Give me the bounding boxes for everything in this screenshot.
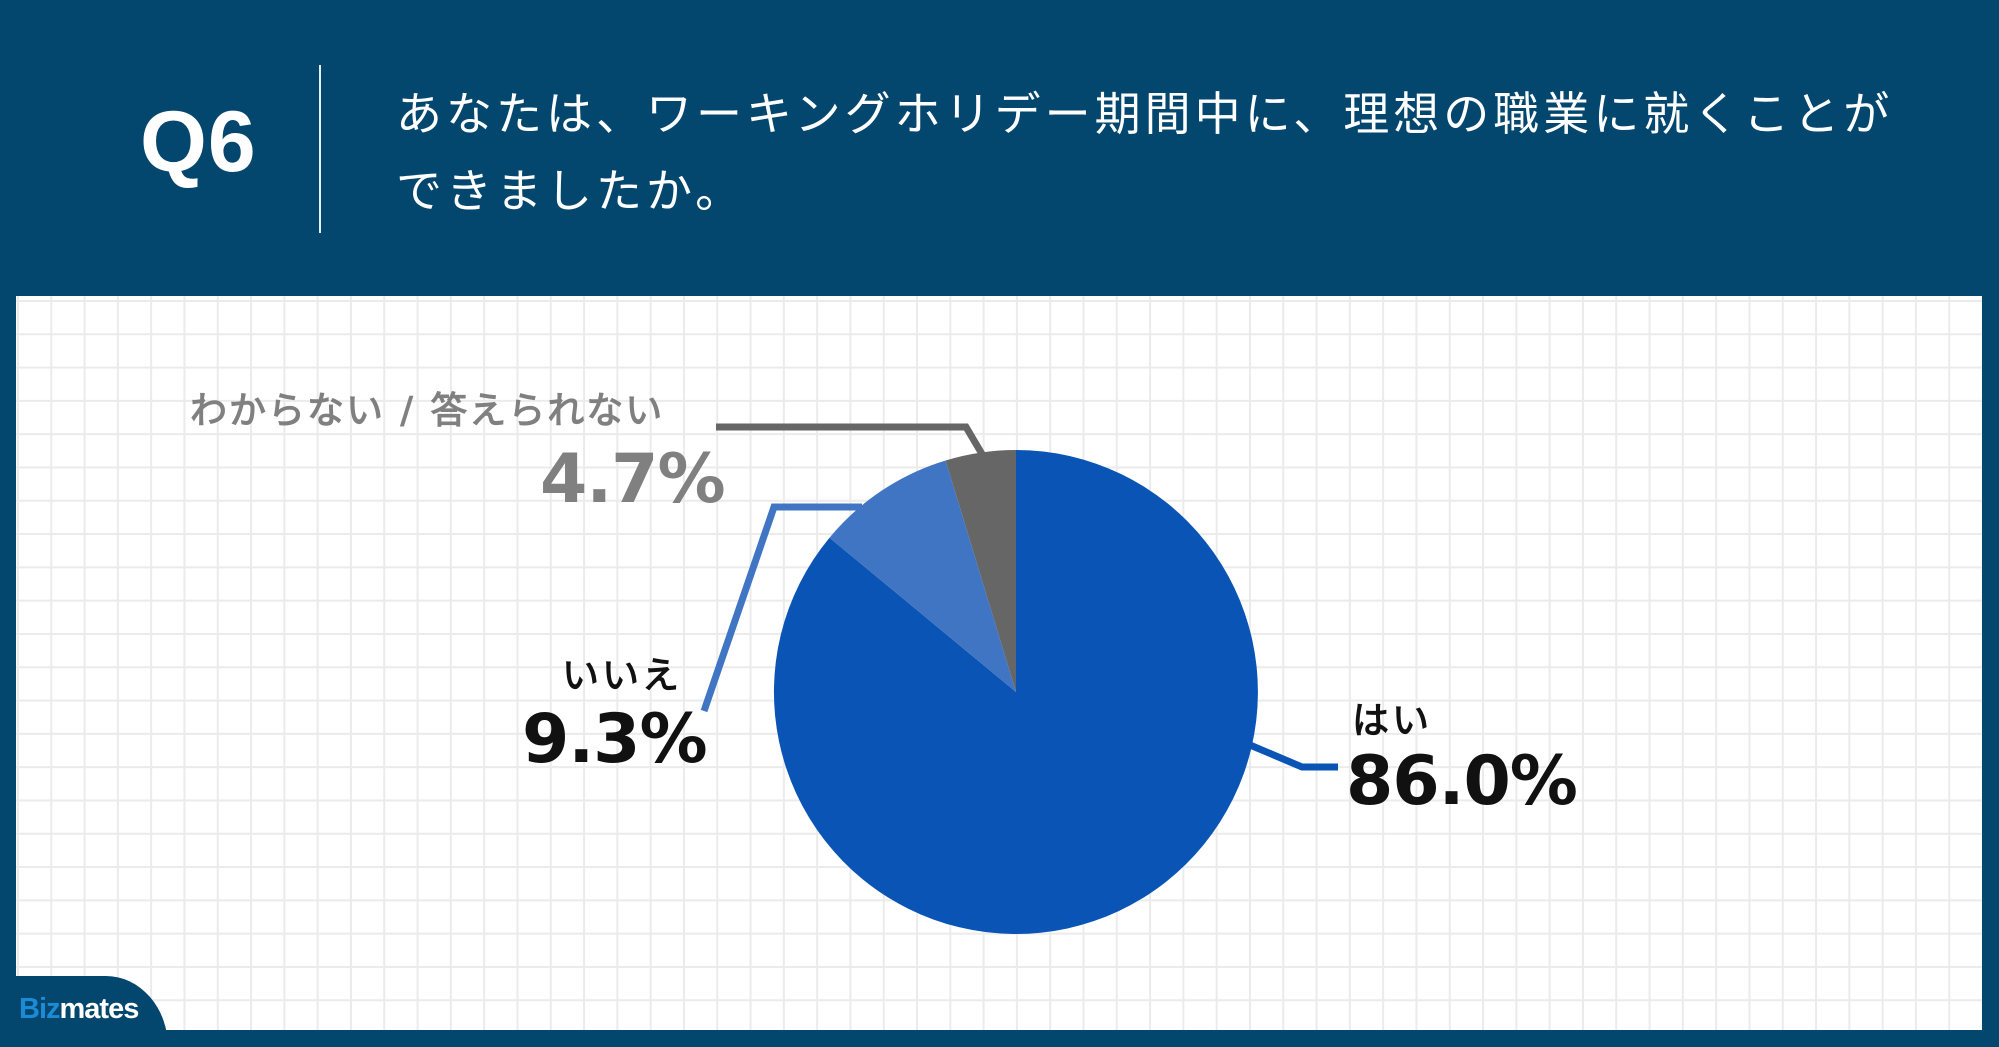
label-unknown-name: わからない / 答えられない (190, 389, 665, 432)
leader-line-yes (1248, 741, 1338, 771)
question-title-line-2: できましたか。 (396, 164, 746, 218)
question-number: Q6 (140, 94, 257, 190)
question-title-line-1: あなたは、ワーキングホリデー期間中に、理想の職業に就くことが (396, 87, 1894, 141)
pie-slice-no (829, 460, 1016, 692)
logo-biz: Biz (19, 993, 60, 1025)
pie-chart (700, 423, 1338, 934)
header-divider (319, 65, 321, 233)
pie-slice-unknown (945, 450, 1016, 692)
label-unknown-value: 4.7% (540, 440, 726, 519)
chart-panel (16, 296, 1982, 1030)
logo-mates: mates (59, 993, 140, 1025)
label-no-name: いいえ (562, 654, 682, 697)
leader-line-unknown (716, 423, 986, 456)
bizmates-logo: Bizmates (19, 993, 140, 1026)
label-yes-name: はい (1352, 699, 1432, 742)
header: Q6 あなたは、ワーキングホリデー期間中に、理想の職業に就くことが できましたか… (0, 0, 1999, 296)
label-yes-value: 86.0% (1346, 742, 1578, 821)
label-no-value: 9.3% (522, 700, 708, 779)
logo-tab (0, 976, 168, 1047)
leader-line-no (700, 503, 862, 713)
pie-slice-yes (773, 450, 1258, 934)
question-title: あなたは、ワーキングホリデー期間中に、理想の職業に就くことが できましたか。 (396, 76, 1956, 230)
